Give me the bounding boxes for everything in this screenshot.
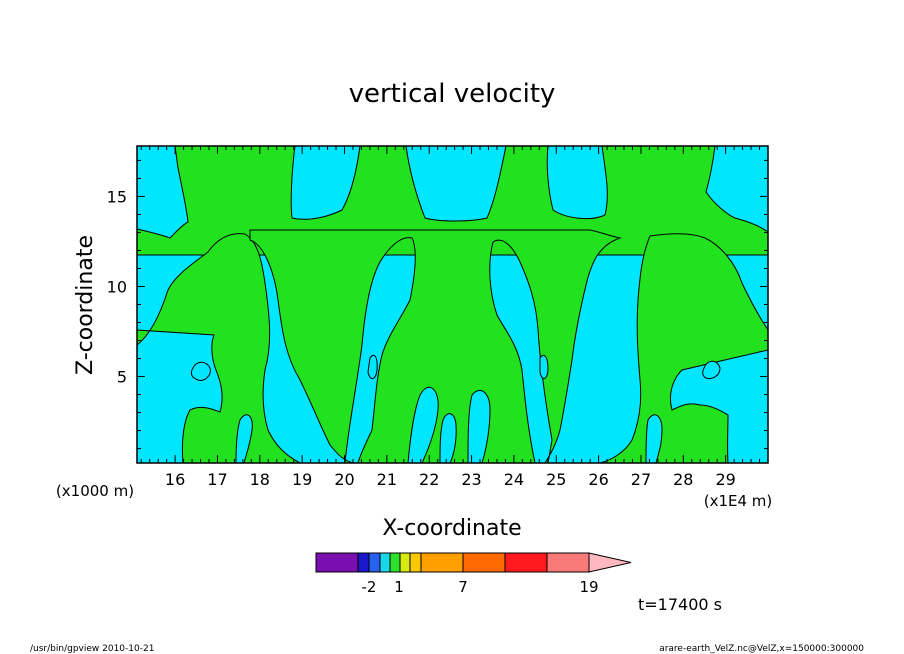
colorbar-segment — [399, 552, 411, 573]
colorbar-arrow — [588, 552, 632, 573]
updraft-top-band — [136, 145, 769, 256]
updraft-left — [136, 233, 301, 464]
colorbar-segment — [420, 552, 464, 573]
updraft-center — [249, 229, 622, 464]
x-tick-label: 25 — [546, 470, 566, 489]
colorbar-segment — [357, 552, 370, 573]
x-tick-labels: 16 17 18 19 20 21 22 23 24 25 26 27 28 29 — [165, 470, 736, 489]
x-unit-label: (x1E4 m) — [704, 492, 773, 510]
axis-ticks — [137, 146, 769, 463]
downdraft-island — [367, 354, 378, 379]
downdraft-island — [645, 414, 663, 464]
colorbar-tick-label: -2 — [362, 578, 377, 596]
colorbar-segment — [409, 552, 422, 573]
x-tick-label: 16 — [165, 470, 185, 489]
x-tick-label: 29 — [715, 470, 735, 489]
x-tick-label: 26 — [588, 470, 608, 489]
x-tick-label: 28 — [673, 470, 693, 489]
colorbar-tick-label: 1 — [394, 578, 404, 596]
colorbar-tick-label: 19 — [579, 578, 598, 596]
x-tick-label: 21 — [377, 470, 397, 489]
updraft-regions — [136, 145, 769, 464]
y-tick-label: 15 — [107, 187, 127, 206]
x-tick-label: 18 — [250, 470, 270, 489]
downdraft-islands — [190, 354, 721, 464]
colorbar-segment — [504, 552, 548, 573]
downdraft-island — [190, 361, 211, 381]
chart-title: vertical velocity — [349, 79, 556, 109]
downdraft-island — [539, 354, 549, 379]
downdraft-island — [235, 414, 253, 464]
footer-source: arare-earth_VelZ.nc@VelZ,x=150000:300000 — [659, 644, 864, 654]
colorbar — [315, 552, 632, 573]
colorbar-segment — [389, 552, 401, 573]
colorbar-labels: -2 1 7 19 — [362, 578, 599, 596]
x-tick-label: 23 — [461, 470, 481, 489]
colorbar-segment — [546, 552, 590, 573]
x-axis-label: X-coordinate — [382, 516, 521, 541]
y-tick-labels: 5 10 15 — [107, 187, 127, 386]
colorbar-segment — [379, 552, 391, 573]
x-tick-label: 27 — [631, 470, 651, 489]
colorbar-segment — [462, 552, 506, 573]
downdraft-island — [702, 360, 721, 379]
x-tick-label: 20 — [334, 470, 354, 489]
colorbar-segment — [368, 552, 381, 573]
colorbar-segment — [315, 552, 359, 573]
x-tick-label: 17 — [207, 470, 227, 489]
downdraft-island — [467, 390, 491, 464]
x-tick-label: 19 — [292, 470, 312, 489]
y-tick-label: 5 — [117, 368, 127, 387]
footer-program: /usr/bin/gpview 2010-10-21 — [30, 644, 154, 654]
y-axis-label: Z-coordinate — [73, 235, 98, 375]
x-tick-label: 24 — [504, 470, 524, 489]
x-tick-label: 22 — [419, 470, 439, 489]
y-unit-label: (x1000 m) — [56, 482, 134, 500]
downdraft-island — [407, 386, 439, 464]
downdraft-island — [439, 413, 457, 464]
plot-area — [136, 145, 769, 464]
updraft-right — [599, 233, 769, 464]
colorbar-tick-label: 7 — [458, 578, 468, 596]
time-label: t=17400 s — [638, 595, 722, 614]
y-tick-label: 10 — [107, 277, 127, 296]
